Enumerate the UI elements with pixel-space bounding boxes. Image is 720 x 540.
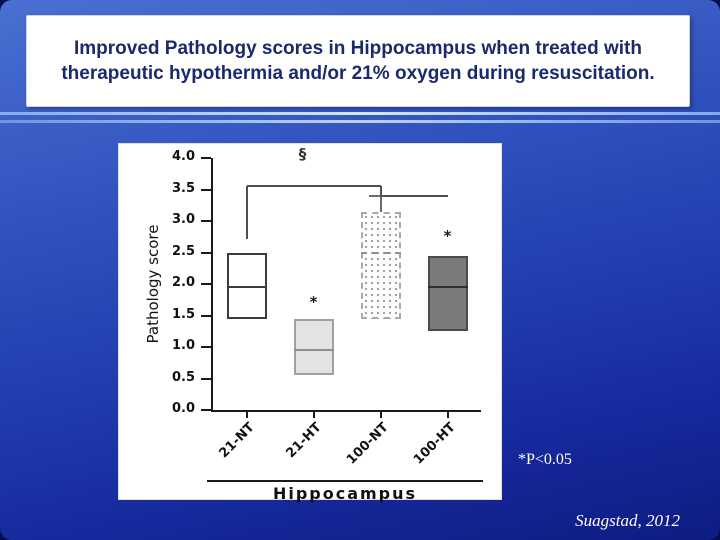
y-tick-mark bbox=[201, 251, 211, 254]
y-tick-label: 0.0 bbox=[171, 401, 195, 416]
title-box: Improved Pathology scores in Hippocampus… bbox=[26, 15, 690, 107]
median-line bbox=[226, 286, 267, 289]
significance-star: * bbox=[309, 292, 318, 311]
x-tick-mark bbox=[312, 412, 315, 418]
significance-star: * bbox=[443, 226, 452, 245]
boxplot-box-100-NT bbox=[360, 211, 401, 319]
x-tick-label: 21-HT bbox=[282, 420, 325, 462]
y-tick-label: 2.0 bbox=[171, 275, 195, 290]
significance-symbol: § bbox=[298, 144, 307, 163]
x-tick-mark bbox=[446, 412, 449, 418]
title-divider bbox=[0, 112, 720, 128]
y-tick-label: 1.5 bbox=[171, 306, 195, 322]
significance-bracket-line bbox=[245, 186, 248, 239]
x-tick-label: 21-NT bbox=[215, 420, 258, 462]
y-tick-label: 4.0 bbox=[171, 149, 195, 164]
x-tick-label: 100-HT bbox=[410, 420, 459, 468]
y-tick-mark bbox=[201, 283, 211, 285]
plot-area: 4.0 3.5 3.0 2.5 2.0 1.5 1.0 0.5 0.0 21-NT * 21-HT 10… bbox=[172, 145, 481, 468]
p-value-note: *P<0.05 bbox=[518, 451, 572, 468]
x-tick-mark bbox=[245, 412, 248, 418]
x-tick-label: 100-NT bbox=[343, 420, 392, 468]
y-tick-label: 1.0 bbox=[171, 338, 195, 353]
y-tick-label: 3.0 bbox=[171, 212, 195, 227]
x-axis-title-line bbox=[207, 480, 483, 482]
y-tick-mark bbox=[201, 346, 211, 348]
y-tick-label: 0.5 bbox=[171, 369, 195, 385]
divider-line-bottom bbox=[0, 120, 720, 123]
y-tick-mark bbox=[201, 157, 211, 159]
boxplot-box-100-HT bbox=[427, 255, 468, 332]
y-tick-label: 2.5 bbox=[171, 243, 195, 259]
median-line bbox=[427, 286, 468, 289]
slide-title: Improved Pathology scores in Hippocampus… bbox=[61, 37, 655, 84]
boxplot-box-21-NT bbox=[226, 252, 267, 319]
median-line bbox=[360, 251, 401, 254]
y-tick-mark bbox=[201, 409, 211, 411]
y-tick-mark bbox=[201, 188, 211, 191]
boxplot-figure: Pathology score 4.0 3.5 3.0 2.5 2.0 1.5 1.0 0.5… bbox=[118, 143, 502, 503]
y-tick-mark bbox=[201, 314, 211, 317]
significance-bracket-line bbox=[379, 186, 382, 196]
y-tick-mark bbox=[201, 377, 211, 380]
y-tick-mark bbox=[201, 220, 211, 222]
boxplot-box-21-HT bbox=[293, 318, 334, 376]
citation: Suagstad, 2012 bbox=[575, 511, 680, 530]
divider-line-top bbox=[0, 112, 720, 115]
whisker bbox=[379, 195, 382, 212]
significance-bracket-line bbox=[246, 185, 381, 188]
x-tick-mark bbox=[379, 412, 382, 418]
x-axis-title: Hippocampus bbox=[272, 484, 418, 503]
median-line bbox=[293, 349, 334, 352]
significance-bracket-line bbox=[380, 194, 448, 197]
y-tick-label: 3.5 bbox=[171, 180, 195, 196]
